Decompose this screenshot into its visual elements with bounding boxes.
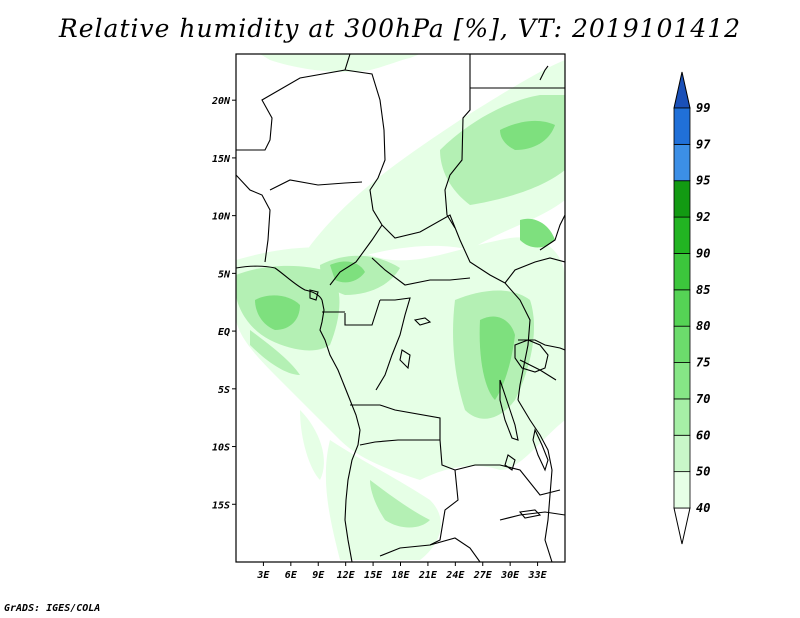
lon-tick-label: 9E (312, 570, 325, 581)
lat-tick-label: 15S (212, 500, 230, 511)
lon-tick-label: 15E (364, 570, 383, 581)
colorbar-label: 50 (696, 465, 710, 479)
lon-tick-label: 27E (473, 570, 493, 581)
colorbar-label: 97 (696, 137, 711, 151)
colorbar-label: 85 (696, 283, 710, 297)
lon-tick-label: 12E (337, 570, 356, 581)
colorbar-segment (673, 471, 691, 509)
lat-tick-label: EQ (218, 327, 230, 338)
colorbar-segment (673, 180, 691, 218)
grads-credit: GrADS: IGES/COLA (4, 603, 101, 614)
latitude-axis: 20N 15N 10N 5N EQ 5S 10S 15S (211, 96, 236, 511)
colorbar-label: 75 (696, 356, 710, 370)
colorbar-segment (673, 325, 691, 363)
lat-tick-label: 10N (212, 212, 231, 223)
lon-tick-label: 3E (256, 570, 270, 581)
lat-tick-label: 15N (212, 154, 231, 165)
colorbar-segment (673, 398, 691, 436)
colorbar-segment (673, 216, 691, 254)
lon-tick-label: 30E (500, 570, 520, 581)
lat-tick-label: 10S (212, 443, 230, 454)
colorbar-segment (673, 253, 691, 291)
colorbar-segment (673, 143, 691, 182)
colorbar-label: 60 (696, 428, 710, 442)
colorbar-segment (673, 289, 691, 327)
colorbar-segment (673, 362, 691, 400)
colorbar: 40 50 60 70 75 80 85 90 92 95 97 99 (673, 71, 711, 545)
lon-tick-label: 6E (285, 570, 298, 581)
lon-tick-label: 24E (445, 570, 465, 581)
lon-tick-label: 21E (418, 570, 438, 581)
lon-tick-label: 18E (391, 570, 410, 581)
colorbar-segment (673, 434, 691, 473)
lat-tick-label: 5S (218, 385, 230, 396)
coastlines-borders (236, 54, 565, 562)
colorbar-label: 92 (696, 210, 710, 224)
humidity-field (236, 54, 565, 560)
lat-tick-label: 20N (211, 96, 231, 107)
colorbar-label: 80 (696, 319, 710, 333)
colorbar-label: 99 (696, 101, 710, 115)
lon-tick-label: 33E (528, 570, 548, 581)
colorbar-bottom-triangle (673, 507, 691, 545)
colorbar-label: 95 (696, 174, 710, 188)
colorbar-segment (673, 107, 691, 145)
longitude-axis: 3E 6E 9E 12E 15E 18E 21E 24E 27E 30E 33E (256, 562, 548, 581)
colorbar-label: 40 (696, 501, 710, 515)
map-title: Relative humidity at 300hPa [%], VT: 201… (58, 14, 742, 43)
colorbar-label: 90 (696, 246, 710, 260)
colorbar-top-triangle (673, 71, 691, 109)
lat-tick-label: 5N (218, 269, 231, 280)
colorbar-label: 70 (696, 392, 710, 406)
